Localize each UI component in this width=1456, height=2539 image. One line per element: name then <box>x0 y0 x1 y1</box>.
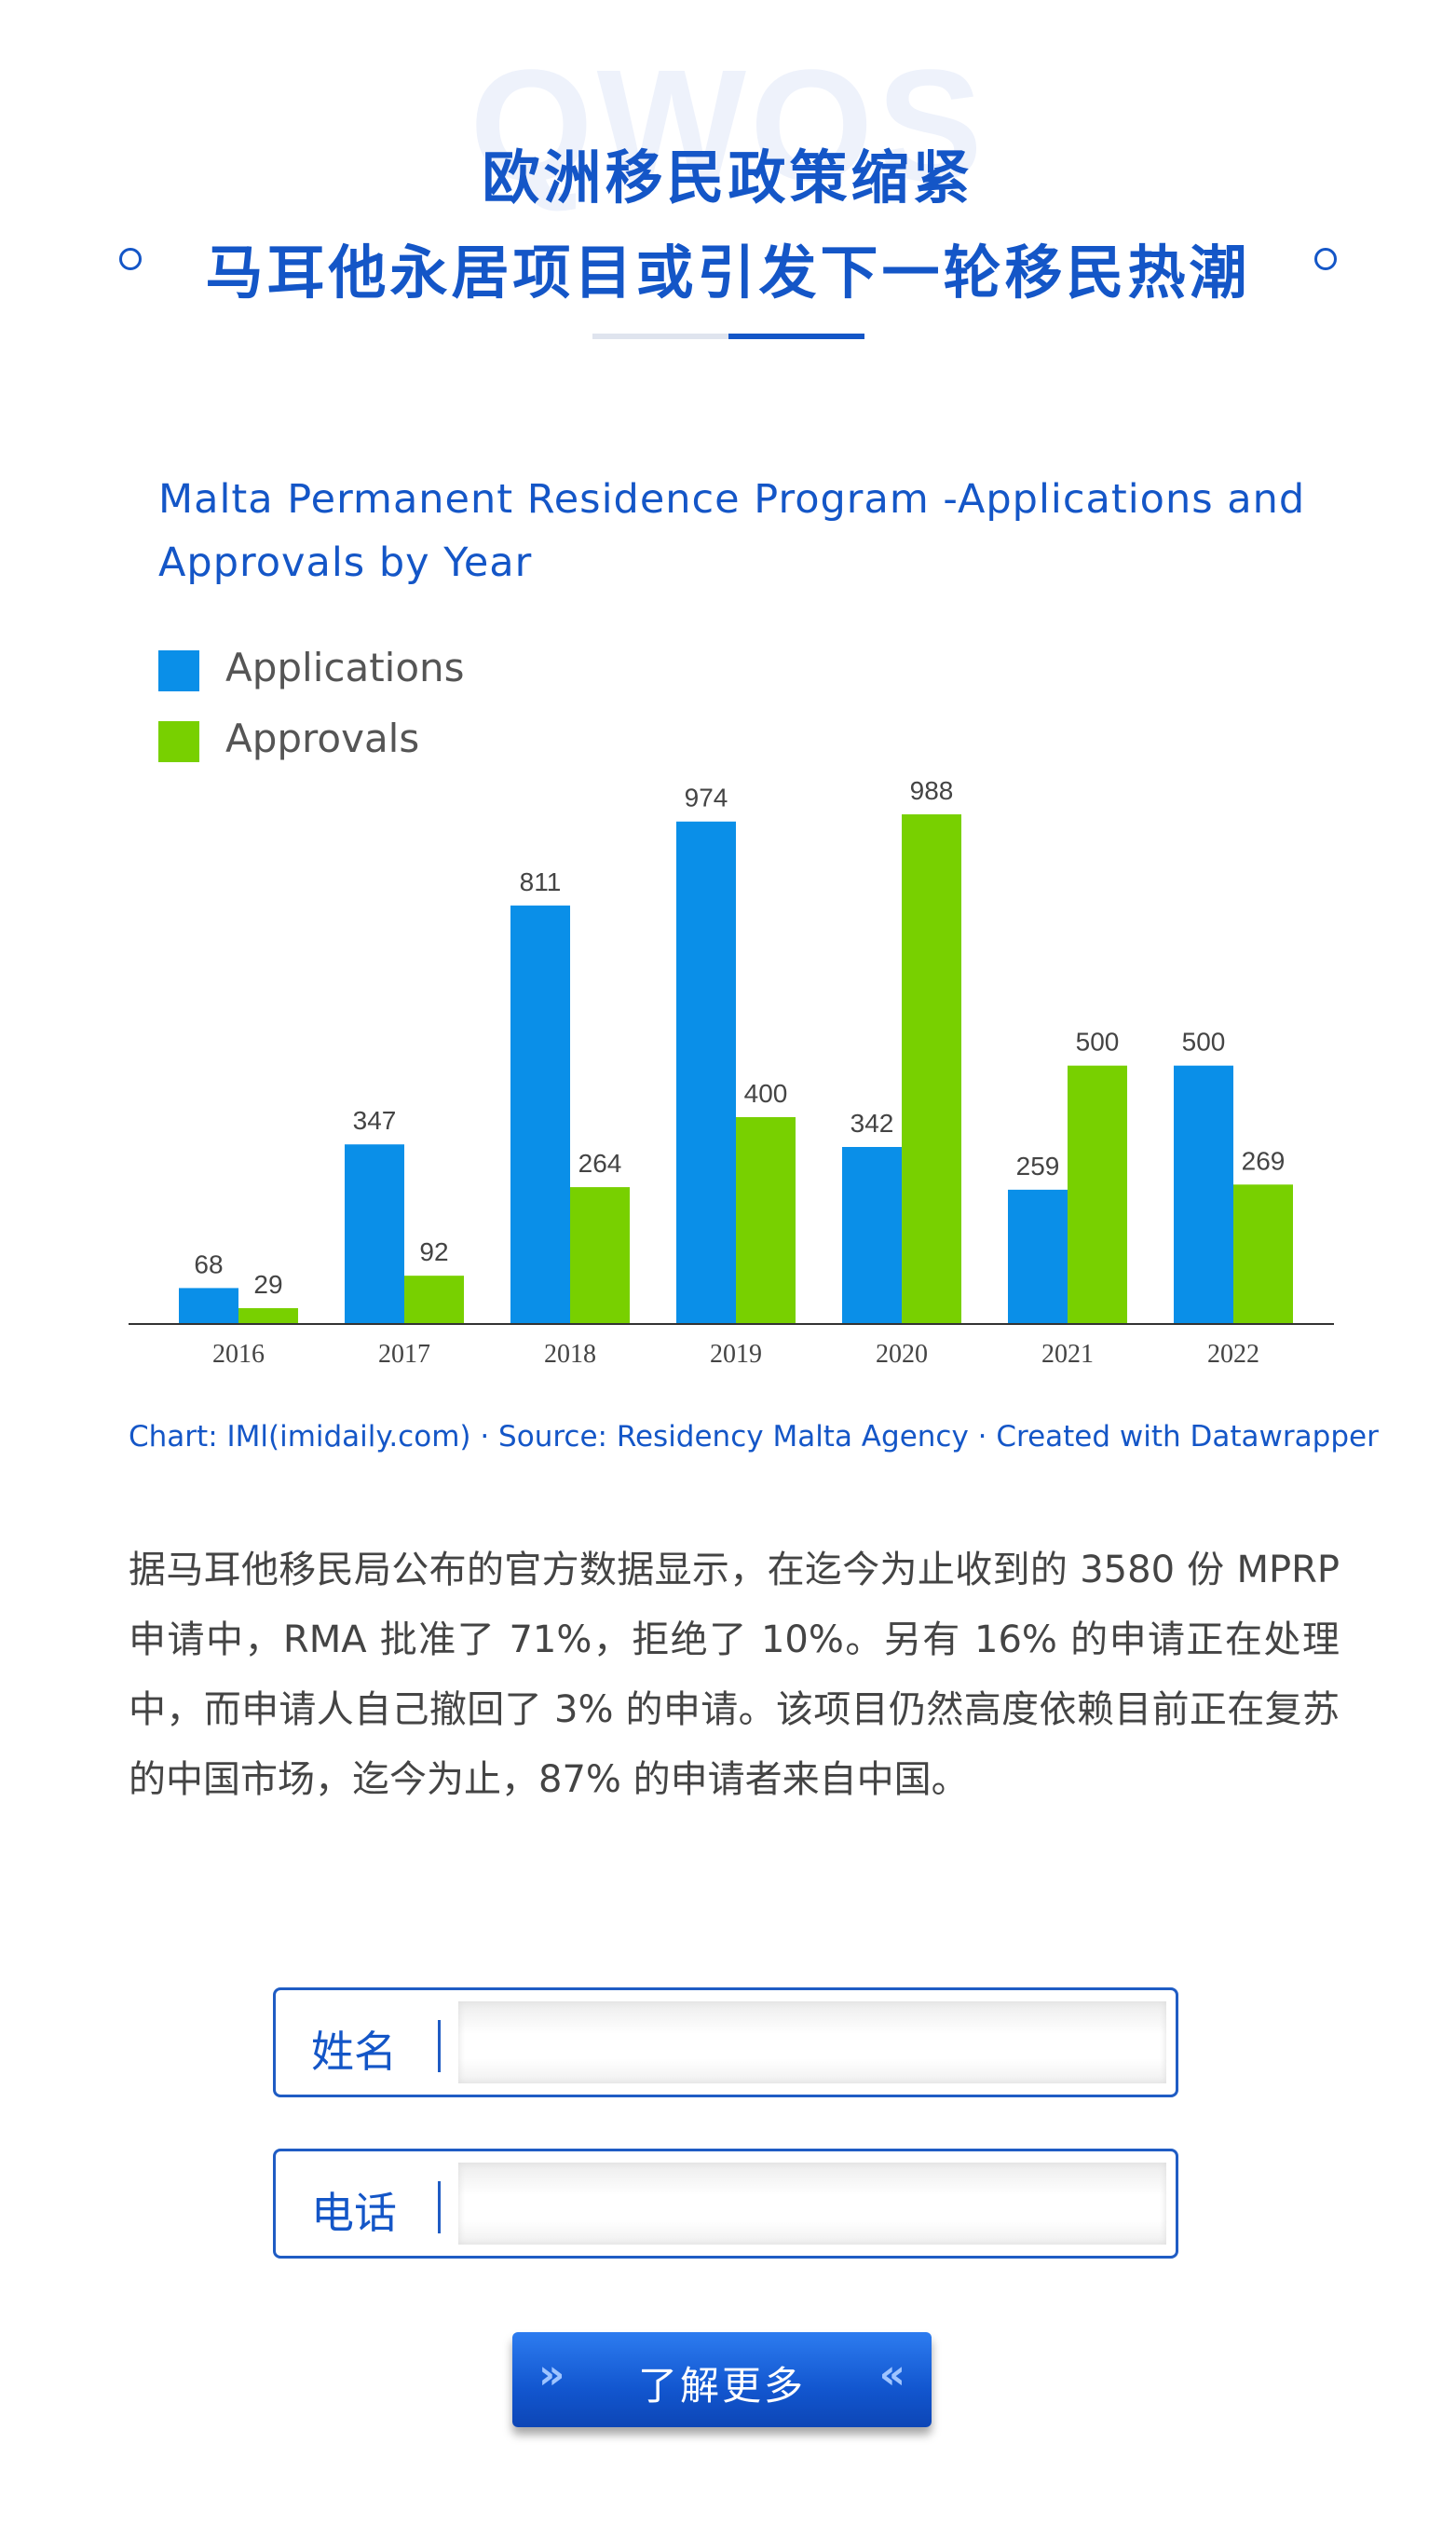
data-label-applications-2017: 347 <box>353 1106 397 1135</box>
x-tick-label-2018: 2018 <box>544 1340 596 1369</box>
data-label-applications-2020: 342 <box>850 1109 894 1138</box>
data-label-approvals-2022: 269 <box>1242 1146 1286 1175</box>
data-label-approvals-2017: 92 <box>419 1237 448 1266</box>
data-label-applications-2018: 811 <box>520 867 562 896</box>
chart-title: Malta Permanent Residence Program -Appli… <box>158 476 1306 586</box>
bar-approvals-2016 <box>238 1307 298 1323</box>
bar-applications-2021 <box>1008 1189 1068 1323</box>
x-tick-label-2020: 2020 <box>876 1340 928 1369</box>
name-field-label: 姓名 <box>311 2027 397 2077</box>
circle-left-icon <box>119 248 142 270</box>
phone-input[interactable] <box>458 2163 1166 2245</box>
bar-applications-2022 <box>1174 1065 1233 1323</box>
x-tick-label-2019: 2019 <box>710 1340 762 1369</box>
title-underline-accent <box>728 334 864 339</box>
name-field: 姓名 <box>273 1987 1178 2097</box>
phone-field-divider <box>438 2181 441 2233</box>
bar-approvals-2019 <box>736 1116 796 1323</box>
legend-swatch-applications <box>158 650 199 691</box>
data-label-applications-2019: 974 <box>685 784 728 812</box>
data-label-approvals-2020: 988 <box>910 776 954 805</box>
x-tick-label-2017: 2017 <box>378 1340 430 1369</box>
page-title-line1: 欧洲移民政策缩紧 <box>482 143 974 212</box>
phone-field-label: 电话 <box>311 2188 397 2238</box>
watermark: QWOS <box>469 37 987 214</box>
bar-approvals-2020 <box>902 814 961 1323</box>
chart-caption: Chart: IMl(imidaily.com) · Source: Resid… <box>129 1420 1379 1454</box>
data-label-approvals-2016: 29 <box>253 1270 282 1299</box>
bar-applications-2018 <box>510 905 570 1323</box>
bar-applications-2019 <box>676 821 736 1323</box>
body-paragraph: 据马耳他移民局公布的官方数据显示，在迄今为止收到的 3580 份 MPRP 申请… <box>129 1549 1340 1801</box>
legend-swatch-approvals <box>158 721 199 762</box>
double-chevron-left-icon: « <box>878 2351 906 2398</box>
page-title-line2: 马耳他永居项目或引发下一轮移民热潮 <box>205 239 1251 307</box>
x-tick-label-2021: 2021 <box>1041 1340 1094 1369</box>
x-tick-label-2016: 2016 <box>212 1340 265 1369</box>
bar-approvals-2021 <box>1068 1065 1127 1323</box>
name-field-divider <box>438 2020 441 2072</box>
bar-applications-2016 <box>179 1288 238 1323</box>
data-label-applications-2021: 259 <box>1016 1152 1060 1181</box>
circle-right-icon <box>1314 248 1337 270</box>
name-input[interactable] <box>458 2001 1166 2083</box>
title-underline-light <box>592 334 728 339</box>
data-label-approvals-2019: 400 <box>744 1079 788 1108</box>
data-label-applications-2016: 68 <box>194 1249 223 1278</box>
bar-applications-2020 <box>842 1147 902 1323</box>
data-label-approvals-2018: 264 <box>578 1149 622 1178</box>
bar-applications-2017 <box>345 1144 404 1323</box>
data-label-approvals-2021: 500 <box>1076 1028 1120 1057</box>
learn-more-button[interactable]: » 了解更多 « <box>512 2332 932 2427</box>
legend-label-applications: Applications <box>225 645 465 690</box>
x-tick-label-2022: 2022 <box>1207 1340 1259 1369</box>
bar-approvals-2018 <box>570 1187 630 1323</box>
phone-field: 电话 <box>273 2149 1178 2259</box>
learn-more-label: 了解更多 <box>637 2363 806 2409</box>
bar-approvals-2017 <box>404 1276 464 1323</box>
legend-label-approvals: Approvals <box>225 716 420 761</box>
bar-approvals-2022 <box>1233 1184 1293 1323</box>
data-label-applications-2022: 500 <box>1182 1028 1226 1057</box>
bar-chart: 68 29 2016 347 92 2017 811 264 2018 974 400 2019 342… <box>129 776 1334 1369</box>
